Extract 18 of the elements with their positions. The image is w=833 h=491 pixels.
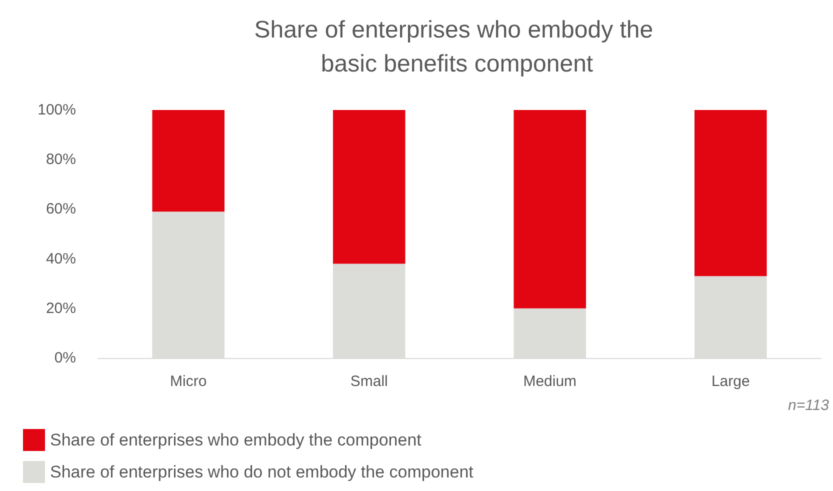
y-tick-label: 20%: [46, 300, 76, 317]
text: n=113: [788, 397, 830, 414]
x-tick-label: Medium: [523, 373, 577, 390]
x-tick-label: Large: [711, 373, 750, 390]
chart-title: Share of enterprises who embody the basic benefits component: [254, 16, 660, 78]
y-tick-label: 60%: [46, 200, 76, 218]
y-tick-label: 0%: [54, 350, 76, 366]
bar: [694, 110, 767, 276]
x-tick-label: Micro: [170, 373, 207, 390]
bar: [514, 110, 586, 308]
y-tick-label: 80%: [46, 151, 76, 168]
x-tick-label: Small: [350, 373, 388, 390]
bar: [332, 110, 406, 264]
y-tick-label: 100%: [38, 102, 76, 118]
legend-label: Share of enterprises who do not embody the component: [50, 462, 474, 482]
bar: [152, 110, 225, 212]
y-tick-label: 40%: [46, 250, 76, 268]
legend-label: Share of enterprises who embody the component: [50, 430, 422, 450]
